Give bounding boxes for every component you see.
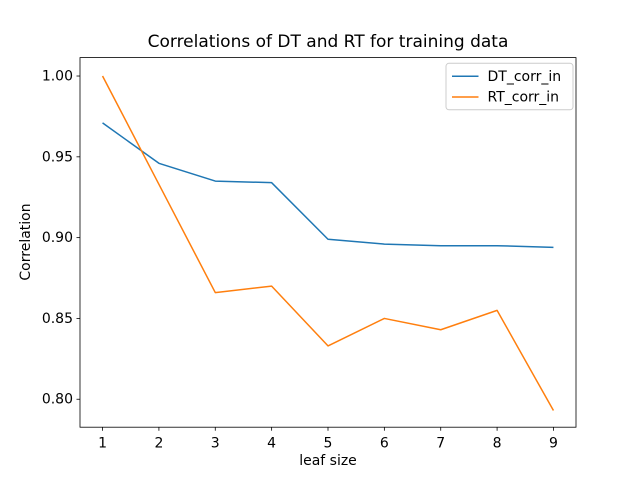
rt-corr-in-line [101,75,555,411]
x-tick-label: 7 [436,436,445,452]
chart-layer: 1 2 3 4 5 6 7 8 9 0.80 0.85 0.90 0.95 1.00 DT_corr_in R… [42,57,577,452]
y-axis-label: Correlation [18,203,34,280]
plot-border [79,57,577,428]
y-tick-label: 0.85 [42,311,73,327]
legend-label: DT_corr_in [488,69,562,85]
y-tick-label: 1.00 [42,69,73,85]
x-tick-label: 8 [493,436,502,452]
chart-title: Correlations of DT and RT for training d… [148,32,509,52]
x-tick-label: 5 [324,436,333,452]
x-axis-label: leaf size [299,453,357,469]
legend-box [445,62,574,111]
x-tick-label: 9 [549,436,558,452]
x-tick-label: 3 [211,436,220,452]
x-tick-label: 6 [380,436,389,452]
y-tick-label: 0.95 [42,149,73,165]
x-tick-label: 4 [267,436,276,452]
x-tick-label: 2 [154,436,163,452]
y-tick-label: 0.90 [42,230,73,246]
legend: DT_corr_in RT_corr_in [445,62,574,111]
y-tick-label: 0.80 [42,392,73,408]
legend-label: RT_corr_in [488,90,560,106]
x-tick-label: 1 [98,436,107,452]
dt-corr-in-line [102,122,554,249]
